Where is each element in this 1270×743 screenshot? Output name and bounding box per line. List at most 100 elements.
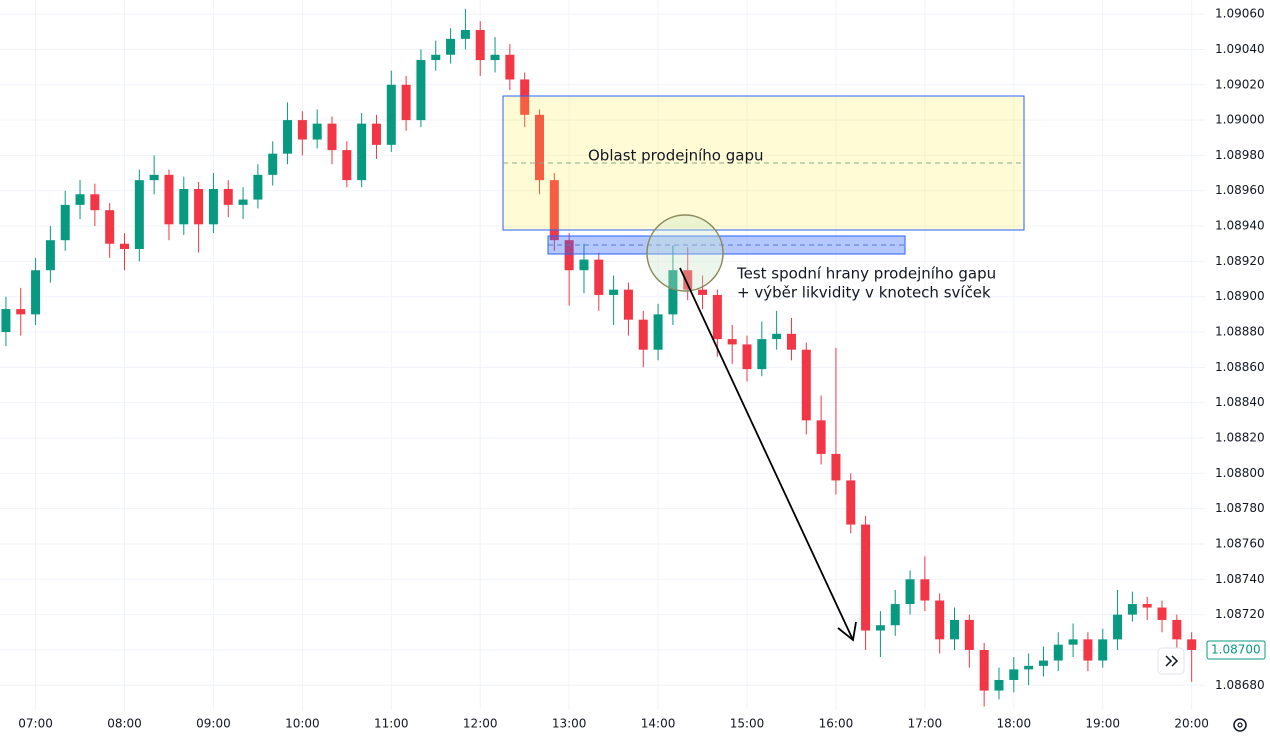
candle-body: [1142, 604, 1152, 608]
y-tick-label: 1.09000: [1215, 113, 1265, 127]
candle-body: [520, 79, 530, 115]
candle-body: [742, 344, 752, 370]
candle-body: [268, 153, 278, 175]
candle-body: [357, 123, 367, 181]
candle-body: [1083, 639, 1093, 661]
x-tick-label: 07:00: [18, 717, 53, 731]
settings-icon: [1237, 722, 1243, 728]
candle-body: [164, 174, 174, 225]
y-tick-label: 1.08860: [1215, 360, 1265, 374]
arrow: [679, 267, 854, 641]
x-tick-label: 09:00: [196, 717, 231, 731]
candle-body: [179, 188, 189, 225]
candle-body: [1053, 644, 1063, 661]
y-tick-label: 1.08840: [1215, 395, 1265, 409]
candle-body: [1187, 639, 1197, 650]
x-tick-label: 20:00: [1174, 717, 1209, 731]
candle-body: [727, 339, 737, 345]
annotation: + výběr likvidity v knotech svíček: [737, 284, 991, 302]
x-tick-label: 19:00: [1085, 717, 1120, 731]
y-tick-label: 1.08800: [1215, 466, 1265, 480]
candle-body: [564, 240, 574, 271]
candle-body: [846, 480, 856, 525]
candle-body: [1113, 614, 1123, 640]
candle-body: [75, 194, 85, 205]
candle-body: [1009, 669, 1019, 680]
candle-body: [105, 210, 115, 244]
candle-body: [1068, 639, 1078, 645]
candle-body: [208, 188, 218, 225]
candle-body: [416, 60, 426, 121]
scroll-icon: [1165, 655, 1179, 667]
candle-body: [772, 333, 782, 340]
highlight-circle: [646, 214, 724, 292]
candle-body: [579, 259, 589, 271]
candle-body: [861, 524, 871, 631]
candle-body: [31, 270, 41, 315]
candle-body: [460, 30, 470, 39]
y-tick-label: 1.08820: [1215, 431, 1265, 445]
candle-body: [535, 114, 545, 181]
x-tick-label: 08:00: [107, 717, 142, 731]
candle-body: [1024, 665, 1034, 670]
last-price-label: 1.08700: [1211, 642, 1261, 656]
annotation: Oblast prodejního gapu: [588, 147, 763, 165]
x-tick-label: 14:00: [641, 717, 676, 731]
candle-body: [979, 649, 989, 691]
x-tick-label: 17:00: [908, 717, 943, 731]
x-tick-label: 18:00: [997, 717, 1032, 731]
candle-body: [1127, 604, 1137, 615]
candle-body: [149, 174, 159, 181]
candle-body: [253, 174, 263, 200]
y-tick-label: 1.09040: [1215, 42, 1265, 56]
candle-body: [475, 30, 485, 61]
price-axis-bg: [1205, 0, 1270, 739]
candle-body: [935, 600, 945, 640]
candle-body: [801, 349, 811, 421]
x-tick-label: 12:00: [463, 717, 498, 731]
x-tick-label: 11:00: [374, 717, 409, 731]
candles: [1, 8, 1197, 707]
candle-body: [757, 339, 767, 370]
candle-body: [431, 54, 441, 61]
candle-body: [238, 199, 248, 205]
candle-body: [16, 309, 26, 315]
candle-body: [950, 619, 960, 640]
candle-body: [283, 120, 293, 154]
candle-body: [1172, 619, 1182, 640]
axes: 07:00 08:00 09:00 10:00 11:00 12:00 13:00 14:00…: [18, 0, 1270, 739]
candle-body: [1, 309, 11, 333]
candle-body: [1157, 607, 1167, 620]
last-price-box: [1206, 640, 1266, 660]
candle-body: [920, 579, 930, 601]
y-tick-label: 1.09060: [1215, 7, 1265, 21]
candle-body: [994, 679, 1004, 691]
y-tick-label: 1.08960: [1215, 183, 1265, 197]
candle-body: [371, 123, 381, 145]
y-tick-label: 1.08780: [1215, 501, 1265, 515]
x-tick-label: 10:00: [285, 717, 320, 731]
candle-body: [594, 259, 604, 295]
candle-body: [45, 240, 55, 271]
candle-body: [890, 604, 900, 626]
y-tick-label: 1.08880: [1215, 325, 1265, 339]
candle-body: [831, 453, 841, 481]
candle-body: [653, 314, 663, 350]
candle-body: [609, 289, 619, 295]
candle-body: [786, 333, 796, 350]
test-zone: [547, 235, 906, 255]
candle-body: [490, 54, 500, 61]
controls: [1157, 647, 1247, 732]
candle-body: [1038, 660, 1048, 666]
candle-body: [386, 84, 396, 145]
candle-body: [1098, 639, 1108, 661]
y-tick-label: 1.08900: [1215, 289, 1265, 303]
y-tick-label: 1.08680: [1215, 678, 1265, 692]
candle-body: [223, 188, 233, 205]
y-tick-label: 1.08720: [1215, 607, 1265, 621]
candle-body: [875, 625, 885, 631]
settings-button[interactable]: [1233, 718, 1247, 732]
y-tick-label: 1.09020: [1215, 77, 1265, 91]
candle-body: [297, 120, 307, 140]
